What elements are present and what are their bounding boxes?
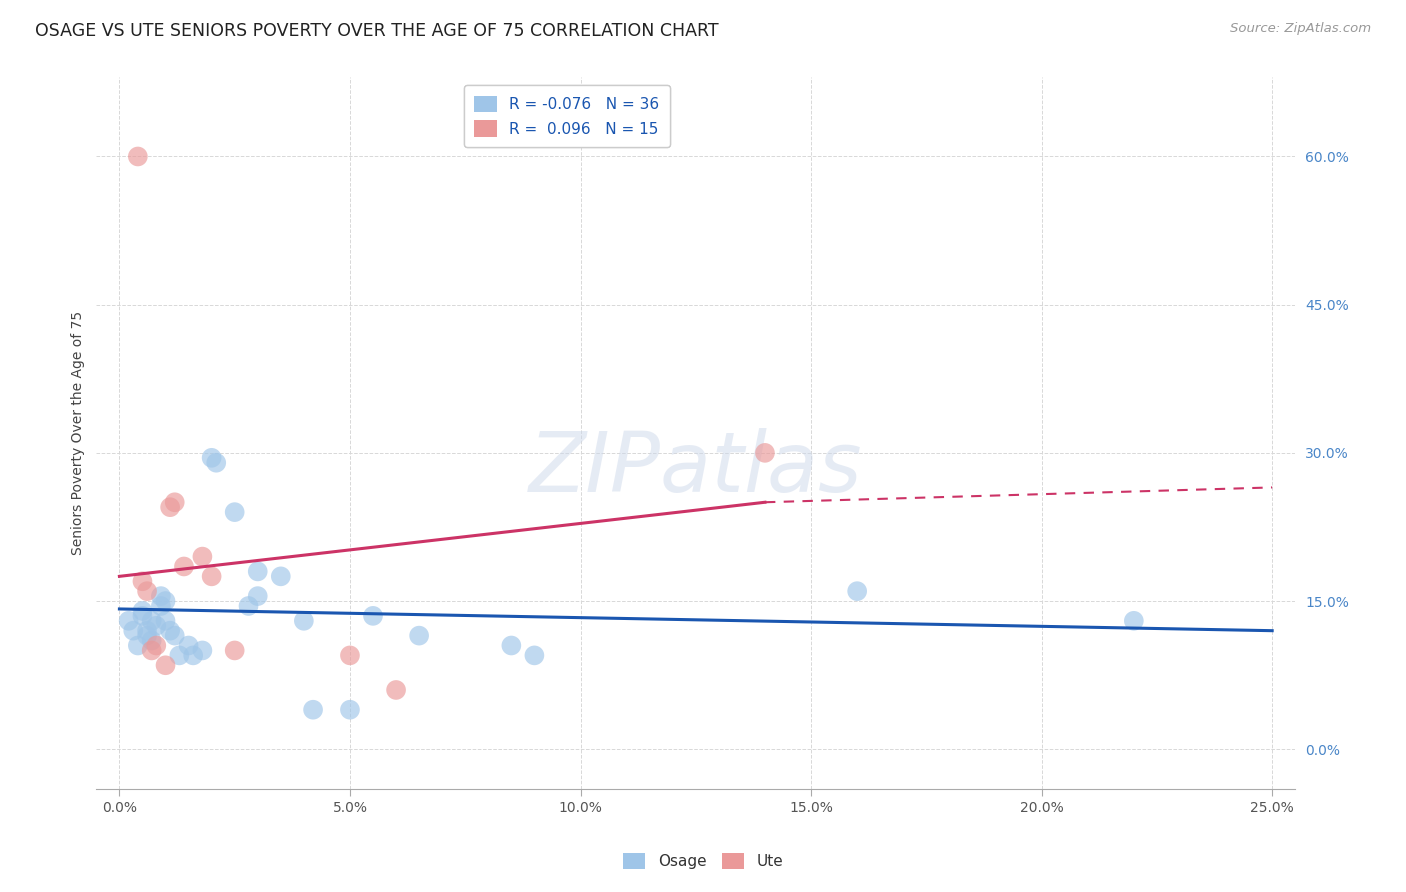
Point (501, 639, 523, 653)
Point (145, 619, 167, 633)
Point (149, 599, 172, 613)
Point (155, 658, 177, 673)
Point (201, 569, 224, 583)
Point (141, 633, 163, 648)
Point (141, 643, 163, 657)
Point (191, 549, 214, 564)
Y-axis label: Seniors Poverty Over the Age of 75: Seniors Poverty Over the Age of 75 (72, 311, 86, 555)
Point (201, 450, 224, 465)
Point (173, 559, 195, 574)
Point (408, 629, 430, 643)
Point (155, 614, 177, 628)
Point (191, 643, 214, 657)
Text: OSAGE VS UTE SENIORS POVERTY OVER THE AGE OF 75 CORRELATION CHART: OSAGE VS UTE SENIORS POVERTY OVER THE AG… (35, 22, 718, 40)
Text: ZIPatlas: ZIPatlas (529, 428, 863, 509)
Text: Source: ZipAtlas.com: Source: ZipAtlas.com (1230, 22, 1371, 36)
Point (361, 608, 384, 623)
Point (127, 639, 149, 653)
Point (205, 456, 228, 470)
Point (169, 648, 191, 663)
Point (136, 629, 159, 643)
Legend: R = -0.076   N = 36, R =  0.096   N = 15: R = -0.076 N = 36, R = 0.096 N = 15 (464, 85, 671, 147)
Point (117, 614, 139, 628)
Point (136, 584, 159, 599)
Point (385, 682, 408, 697)
Point (302, 703, 325, 717)
Point (339, 648, 361, 663)
Point (177, 639, 200, 653)
Point (224, 505, 246, 519)
Point (846, 584, 869, 599)
Point (149, 589, 172, 603)
Point (270, 569, 292, 583)
Legend: Osage, Ute: Osage, Ute (616, 847, 790, 875)
Point (127, 149, 149, 163)
Point (122, 624, 145, 638)
Point (145, 639, 167, 653)
Point (136, 624, 159, 638)
Point (292, 614, 315, 628)
Point (246, 565, 269, 579)
Point (1122, 614, 1144, 628)
Point (131, 574, 153, 589)
Point (131, 604, 153, 618)
Point (141, 614, 163, 628)
Point (238, 599, 260, 613)
Point (131, 608, 153, 623)
Point (163, 495, 186, 509)
Point (246, 589, 269, 603)
Point (181, 648, 204, 663)
Point (163, 629, 186, 643)
Point (339, 703, 361, 717)
Point (523, 648, 546, 663)
Point (224, 643, 246, 657)
Point (754, 446, 776, 460)
Point (155, 594, 177, 608)
Point (159, 500, 181, 515)
Point (159, 624, 181, 638)
